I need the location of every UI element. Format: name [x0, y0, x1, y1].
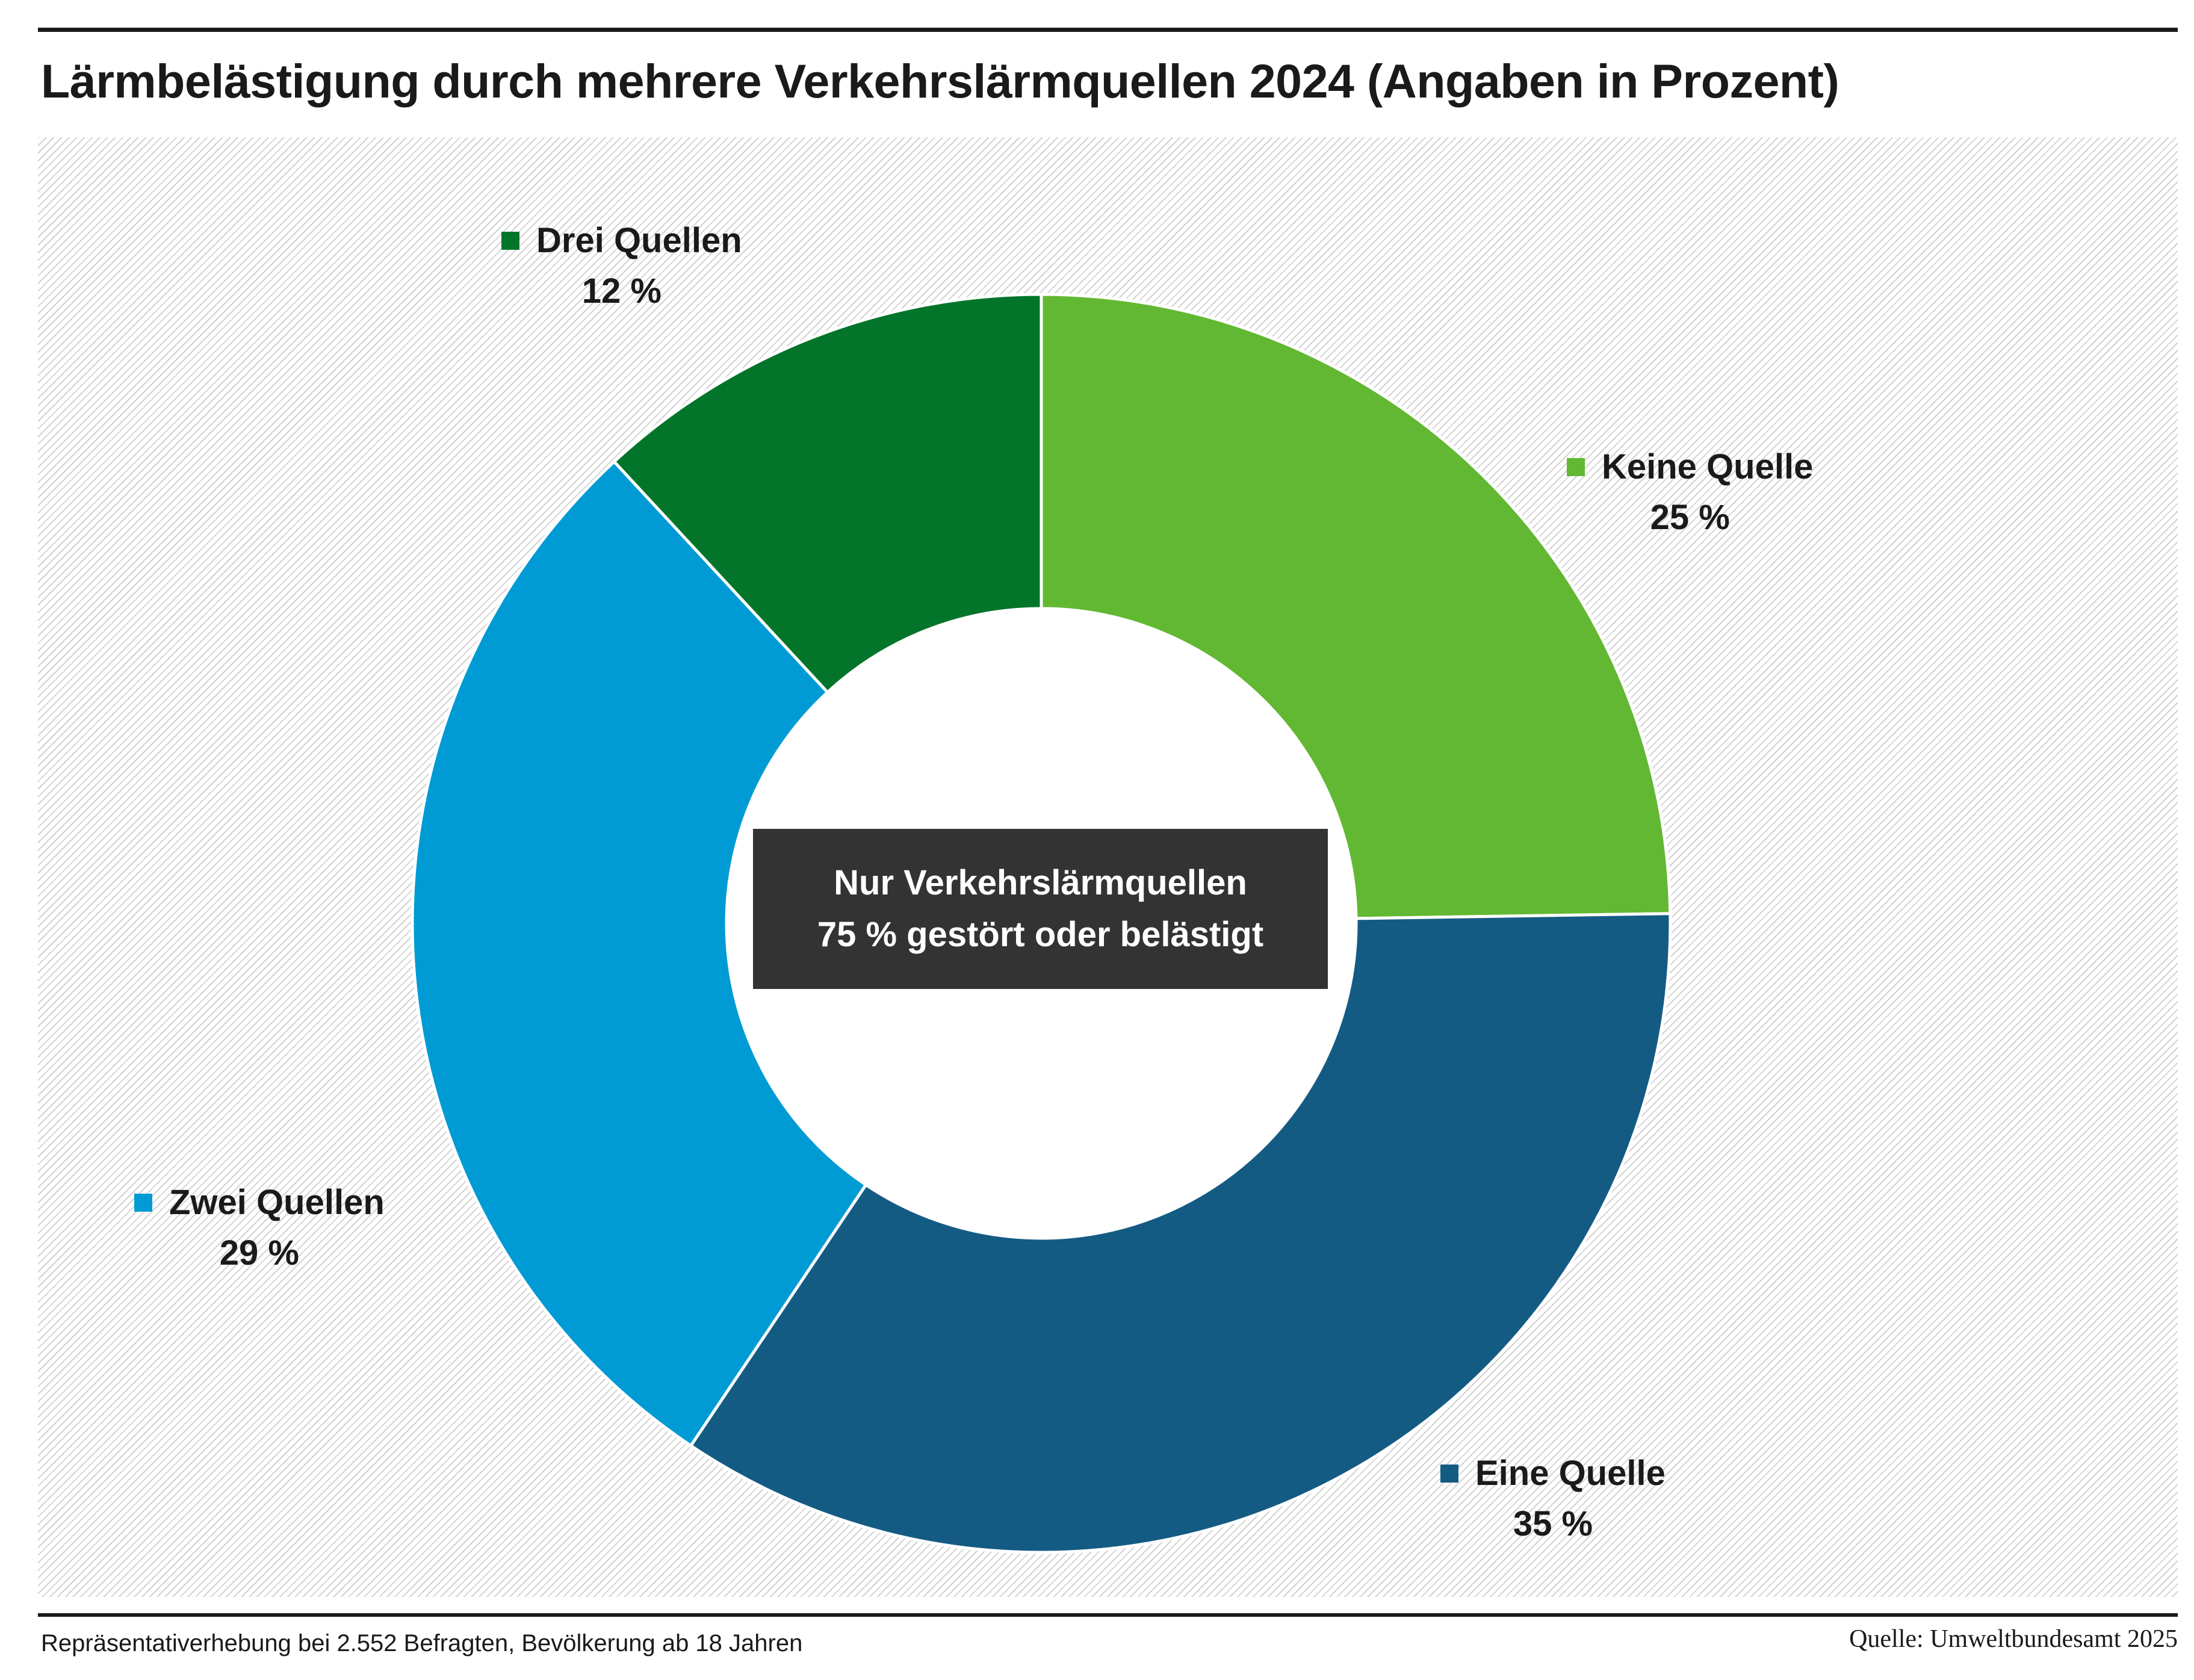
footnote: Repräsentativerhebung bei 2.552 Befragte… [41, 1630, 803, 1657]
slice-value-drei-quellen: 12 % [581, 271, 662, 311]
slice-label-eine-quelle: Eine Quelle 35 % [1440, 1448, 1666, 1549]
slice-name-drei-quellen: Drei Quellen [536, 221, 742, 260]
slice-label-drei-quellen: Drei Quellen 12 % [501, 215, 742, 317]
legend-swatch-eine-quelle [1440, 1465, 1458, 1483]
center-summary-box: Nur Verkehrslärmquellen 75 % gestört ode… [753, 829, 1328, 989]
slice-name-zwei-quellen: Zwei Quellen [169, 1183, 385, 1222]
bottom-rule [38, 1613, 2178, 1617]
slice-name-eine-quelle: Eine Quelle [1475, 1454, 1666, 1493]
donut-slice-eine-quelle [689, 912, 1672, 1554]
donut-slice-zwei-quellen [411, 460, 868, 1448]
center-summary-line-1: Nur Verkehrslärmquellen [834, 863, 1247, 902]
slice-value-keine-quelle: 25 % [1650, 498, 1730, 537]
source-note: Quelle: Umweltbundesamt 2025 [1849, 1625, 2178, 1653]
slice-name-keine-quelle: Keine Quelle [1602, 447, 1814, 486]
slice-label-zwei-quellen: Zwei Quellen 29 % [134, 1177, 385, 1279]
legend-swatch-zwei-quellen [134, 1194, 152, 1212]
donut-slice-keine-quelle [1040, 293, 1672, 920]
legend-swatch-drei-quellen [501, 232, 519, 250]
donut-slice-drei-quellen [612, 293, 1043, 694]
slice-value-zwei-quellen: 29 % [219, 1233, 299, 1272]
donut-chart [411, 293, 1672, 1554]
legend-swatch-keine-quelle [1567, 458, 1585, 476]
top-rule [38, 28, 2178, 32]
chart-title: Lärmbelästigung durch mehrere Verkehrslä… [41, 54, 1839, 108]
center-summary-line-2: 75 % gestört oder belästigt [817, 915, 1264, 954]
slice-value-eine-quelle: 35 % [1513, 1504, 1593, 1543]
slice-label-keine-quelle: Keine Quelle 25 % [1567, 442, 1813, 543]
